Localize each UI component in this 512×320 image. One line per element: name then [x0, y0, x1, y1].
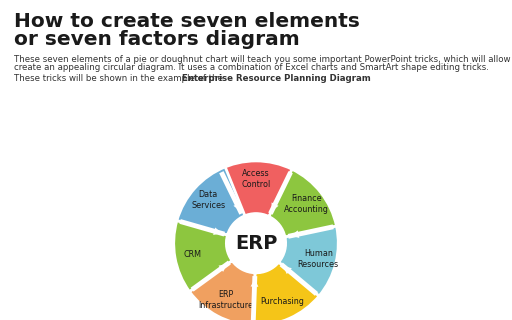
- Text: How to create seven elements: How to create seven elements: [14, 12, 360, 31]
- Text: ERP: ERP: [235, 234, 277, 253]
- Text: These seven elements of a pie or doughnut chart will teach you some important Po: These seven elements of a pie or doughnu…: [14, 55, 512, 64]
- Text: Data
Services: Data Services: [191, 190, 225, 210]
- Text: Purchasing: Purchasing: [260, 297, 304, 306]
- Text: Enterprise Resource Planning Diagram: Enterprise Resource Planning Diagram: [182, 74, 370, 83]
- Text: ERP
Infrastructure: ERP Infrastructure: [198, 290, 253, 310]
- Text: Finance
Accounting: Finance Accounting: [284, 194, 329, 214]
- Circle shape: [226, 213, 286, 273]
- Text: :: :: [316, 74, 319, 83]
- Wedge shape: [189, 260, 255, 320]
- Text: or seven factors diagram: or seven factors diagram: [14, 30, 300, 49]
- Wedge shape: [279, 226, 338, 296]
- Wedge shape: [174, 220, 232, 292]
- Wedge shape: [220, 161, 292, 217]
- Wedge shape: [177, 167, 245, 235]
- Text: These tricks will be shown in the example of the: These tricks will be shown in the exampl…: [14, 74, 226, 83]
- Text: CRM: CRM: [184, 250, 202, 259]
- Wedge shape: [269, 169, 336, 237]
- Text: Human
Resources: Human Resources: [297, 249, 339, 269]
- Wedge shape: [253, 262, 319, 320]
- Text: create an appealing circular diagram. It uses a combination of Excel charts and : create an appealing circular diagram. It…: [14, 63, 489, 72]
- Text: Access
Control: Access Control: [241, 169, 271, 189]
